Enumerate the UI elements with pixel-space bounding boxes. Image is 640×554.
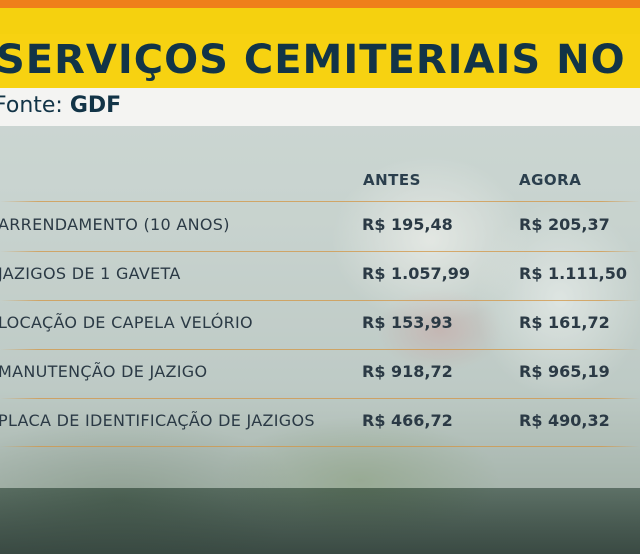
row-label: MANUTENÇÃO DE JAZIGO	[0, 362, 208, 381]
background-foliage	[0, 488, 640, 554]
value-antes: R$ 466,72	[362, 411, 453, 430]
table-row: JAZIGOS DE 1 GAVETA R$ 1.057,99 R$ 1.111…	[0, 251, 640, 300]
row-divider	[0, 349, 640, 350]
table-row: LOCAÇÃO DE CAPELA VELÓRIO R$ 153,93 R$ 1…	[0, 300, 640, 349]
row-label: JAZIGOS DE 1 GAVETA	[0, 264, 181, 283]
row-divider	[0, 398, 640, 399]
table-panel	[0, 126, 640, 488]
source-name: GDF	[69, 93, 122, 118]
title-banner: SERVIÇOS CEMITERIAIS NO DF	[0, 34, 640, 88]
source-banner: Fonte: GDF	[0, 88, 640, 126]
column-header-antes: ANTES	[363, 171, 421, 189]
top-accent-bar	[0, 0, 640, 8]
value-antes: R$ 1.057,99	[362, 264, 470, 283]
row-divider	[0, 251, 640, 252]
value-antes: R$ 918,72	[362, 362, 453, 381]
value-agora: R$ 161,72	[519, 313, 610, 332]
row-label: ARRENDAMENTO (10 ANOS)	[0, 215, 230, 234]
top-yellow-band	[0, 8, 640, 34]
table-row: PLACA DE IDENTIFICAÇÃO DE JAZIGOS R$ 466…	[0, 398, 640, 447]
row-label: PLACA DE IDENTIFICAÇÃO DE JAZIGOS	[0, 411, 315, 430]
source-prefix: Fonte:	[0, 93, 70, 118]
table-row: ARRENDAMENTO (10 ANOS) R$ 195,48 R$ 205,…	[0, 202, 640, 251]
column-header-agora: AGORA	[519, 171, 582, 189]
row-divider	[0, 300, 640, 301]
source-line: Fonte: GDF	[0, 93, 121, 118]
row-divider	[0, 446, 640, 447]
value-agora: R$ 1.111,50	[519, 264, 627, 283]
row-divider	[0, 201, 640, 202]
value-antes: R$ 153,93	[362, 313, 453, 332]
value-agora: R$ 490,32	[519, 411, 610, 430]
table-row: MANUTENÇÃO DE JAZIGO R$ 918,72 R$ 965,19	[0, 349, 640, 398]
value-agora: R$ 205,37	[519, 215, 610, 234]
value-agora: R$ 965,19	[519, 362, 610, 381]
value-antes: R$ 195,48	[362, 215, 453, 234]
row-label: LOCAÇÃO DE CAPELA VELÓRIO	[0, 313, 253, 332]
page-title: SERVIÇOS CEMITERIAIS NO DF	[0, 37, 640, 83]
